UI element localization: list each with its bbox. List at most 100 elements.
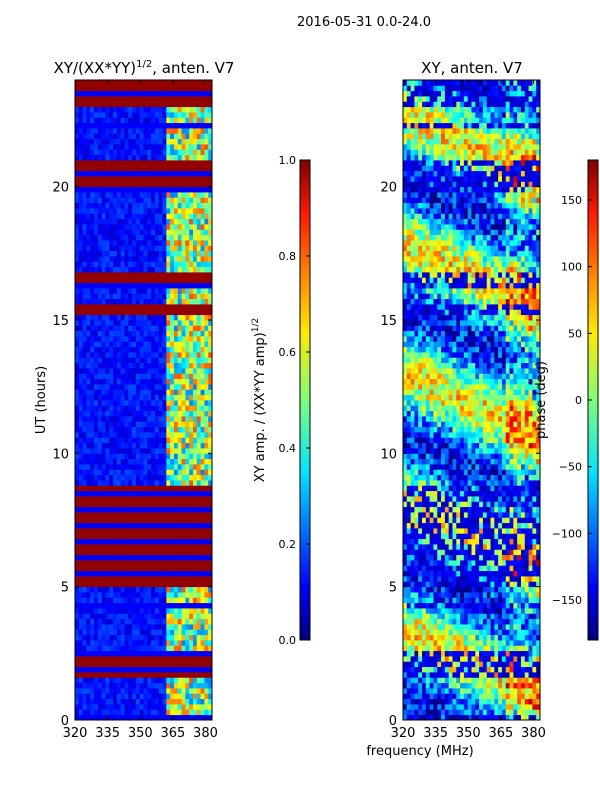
heatmap-cell — [143, 176, 148, 182]
heatmap-cell — [135, 138, 141, 145]
heatmap-cell — [132, 213, 137, 220]
heatmap-cell — [166, 421, 171, 428]
heatmap-cell — [109, 282, 114, 289]
heatmap-cell — [94, 693, 99, 700]
heatmap-cell — [124, 645, 129, 652]
heatmap-cell — [86, 410, 91, 417]
heatmap-cell — [437, 714, 442, 720]
heatmap-cell — [170, 320, 175, 326]
heatmap-cell — [105, 352, 110, 358]
heatmap-cell — [147, 309, 152, 316]
heatmap-cell — [505, 656, 510, 662]
heatmap-cell — [101, 496, 106, 502]
heatmap-cell — [139, 101, 144, 108]
heatmap-cell — [132, 202, 137, 209]
heatmap-cell — [162, 549, 167, 556]
heatmap-cell — [94, 490, 99, 497]
heatmap-cell — [109, 672, 114, 678]
heatmap-cell — [147, 384, 152, 390]
heatmap-cell — [166, 650, 171, 657]
heatmap-cell — [185, 224, 190, 230]
heatmap-cell — [196, 693, 201, 700]
heatmap-cell — [173, 474, 179, 481]
heatmap-cell — [410, 666, 415, 673]
heatmap-cell — [86, 208, 91, 214]
heatmap-cell — [78, 597, 84, 604]
heatmap-cell — [479, 672, 484, 678]
heatmap-cell — [208, 432, 212, 438]
heatmap-cell — [132, 282, 137, 289]
heatmap-cell — [154, 672, 160, 678]
heatmap-cell — [82, 597, 87, 604]
heatmap-cell — [173, 362, 179, 369]
heatmap-cell — [471, 629, 476, 636]
heatmap-cell — [185, 426, 190, 433]
heatmap-cell — [116, 394, 122, 401]
heatmap-cell — [120, 384, 125, 390]
heatmap-cell — [94, 549, 99, 556]
heatmap-cell — [151, 352, 156, 358]
heatmap-cell — [166, 165, 171, 172]
heatmap-cell — [116, 368, 122, 374]
heatmap-cell — [192, 586, 198, 593]
heatmap-cell — [90, 688, 95, 694]
heatmap-cell — [139, 341, 144, 348]
heatmap-cell — [154, 432, 160, 438]
heatmap-cell — [135, 330, 141, 337]
heatmap-cell — [143, 554, 148, 561]
heatmap-cell — [132, 458, 137, 465]
heatmap-cell — [97, 458, 103, 465]
heatmap-cell — [166, 192, 171, 198]
heatmap-cell — [135, 250, 141, 257]
heatmap-cell — [90, 208, 95, 214]
heatmap-cell — [94, 656, 99, 662]
heatmap-cell — [479, 634, 484, 641]
heatmap-cell — [113, 394, 118, 401]
heatmap-cell — [448, 688, 453, 694]
heatmap-cell — [86, 186, 91, 193]
heatmap-cell — [151, 522, 156, 529]
heatmap-cell — [109, 133, 114, 140]
heatmap-cell — [128, 480, 133, 486]
heatmap-cell — [154, 368, 160, 374]
heatmap-cell — [135, 117, 141, 124]
heatmap-cell — [196, 533, 201, 540]
heatmap-cell — [528, 634, 533, 641]
heatmap-cell — [204, 634, 209, 641]
heatmap-cell — [452, 698, 457, 705]
heatmap-cell — [101, 373, 106, 380]
heatmap-cell — [82, 640, 87, 646]
heatmap-cell — [196, 432, 201, 438]
colorbar-tick-label: 0.8 — [279, 250, 297, 263]
heatmap-cell — [185, 282, 190, 289]
heatmap-cell — [158, 218, 163, 225]
heatmap-cell — [135, 186, 141, 193]
heatmap-cell — [181, 357, 186, 364]
heatmap-cell — [200, 133, 205, 140]
heatmap-cell — [173, 298, 179, 305]
heatmap-cell — [173, 176, 179, 182]
heatmap-cell — [94, 282, 99, 289]
heatmap-cell — [414, 709, 419, 716]
heatmap-cell — [151, 533, 156, 540]
heatmap-cell — [208, 149, 212, 156]
heatmap-cell — [78, 410, 84, 417]
heatmap-cell — [82, 410, 87, 417]
heatmap-cell — [170, 565, 175, 572]
heatmap-cell — [170, 154, 175, 161]
heatmap-cell — [418, 688, 423, 694]
heatmap-cell — [494, 682, 499, 689]
heatmap-cell — [94, 202, 99, 209]
heatmap-cell — [120, 544, 125, 550]
heatmap-cell — [128, 304, 133, 310]
heatmap-cell — [109, 645, 114, 652]
heatmap-cell — [90, 533, 95, 540]
heatmap-cell — [185, 96, 190, 102]
heatmap-cell — [75, 357, 80, 364]
heatmap-cell — [120, 261, 125, 268]
x-tick-label: 380 — [193, 726, 218, 741]
heatmap-cell — [101, 592, 106, 598]
heatmap-cell — [86, 229, 91, 236]
heatmap-cell — [78, 682, 84, 689]
heatmap-cell — [143, 480, 148, 486]
